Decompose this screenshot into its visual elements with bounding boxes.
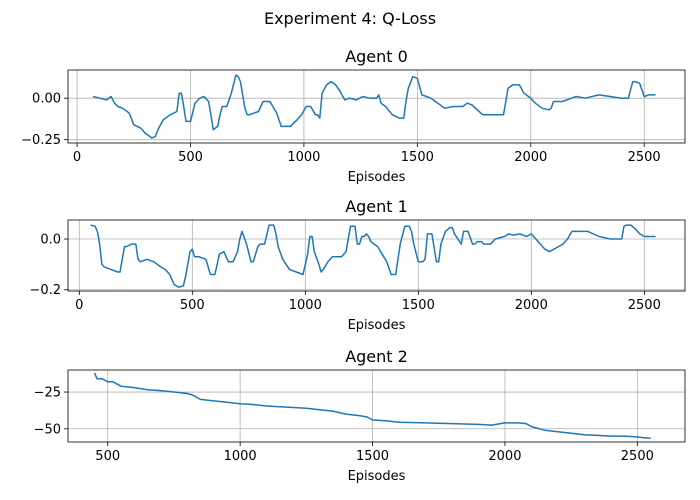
axes-frame xyxy=(67,69,686,144)
subplot-title: Agent 0 xyxy=(345,47,408,66)
subplot-agent-1: Agent 1 0 500 1000 1500 2000 2500 0.0 −0.2 Episod… xyxy=(29,197,686,333)
x-tick-label: 1000 xyxy=(289,298,322,313)
y-tick-label: −0.25 xyxy=(21,133,61,148)
x-tick-label: 2000 xyxy=(514,150,547,165)
y-tick-label: −0.2 xyxy=(29,283,61,298)
x-tick-label: 1000 xyxy=(287,150,320,165)
x-tick-label: 2500 xyxy=(628,298,661,313)
figure-title: Experiment 4: Q-Loss xyxy=(264,9,436,28)
axes-frame xyxy=(67,369,686,443)
x-tick-label: 500 xyxy=(180,298,205,313)
y-tick-label: 0.0 xyxy=(40,233,61,248)
subplots: Agent 00 500 1000 1500 2000 25000.00−0.25Epis… xyxy=(21,47,686,484)
axes-frame xyxy=(67,219,686,292)
subplot-agent-0: Agent 0 0 500 1000 1500 2000 2500 0.00 −0.25 Epis… xyxy=(21,47,686,185)
x-tick-label: 2500 xyxy=(621,449,654,464)
x-tick-label: 0 xyxy=(75,298,83,313)
subplot-agent-2: Agent 2 500 1000 1500 2000 2500 −25 −50 Episodes xyxy=(34,347,686,484)
x-tick-label: 2000 xyxy=(488,449,521,464)
y-tick-label: −50 xyxy=(34,422,61,437)
subplot-title: Agent 1 xyxy=(345,197,408,216)
x-tick-label: 1000 xyxy=(224,449,257,464)
series-line xyxy=(92,74,656,139)
y-tick-label: 0.00 xyxy=(32,92,61,107)
series-line xyxy=(90,224,656,288)
x-axis-label: Episodes xyxy=(348,318,406,333)
x-tick-label: 2500 xyxy=(628,150,661,165)
x-tick-label: 2000 xyxy=(515,298,548,313)
x-tick-label: 1500 xyxy=(356,449,389,464)
series-line xyxy=(93,372,651,440)
x-axis-label: Episodes xyxy=(348,170,406,185)
x-tick-label: 1500 xyxy=(401,150,434,165)
x-tick-label: 1500 xyxy=(402,298,435,313)
subplot-title: Agent 2 xyxy=(345,347,408,366)
x-axis-label: Episodes xyxy=(348,469,406,484)
x-tick-label: 500 xyxy=(178,150,203,165)
x-tick-label: 500 xyxy=(95,449,120,464)
y-tick-label: −25 xyxy=(34,386,61,401)
x-tick-label: 0 xyxy=(73,150,81,165)
